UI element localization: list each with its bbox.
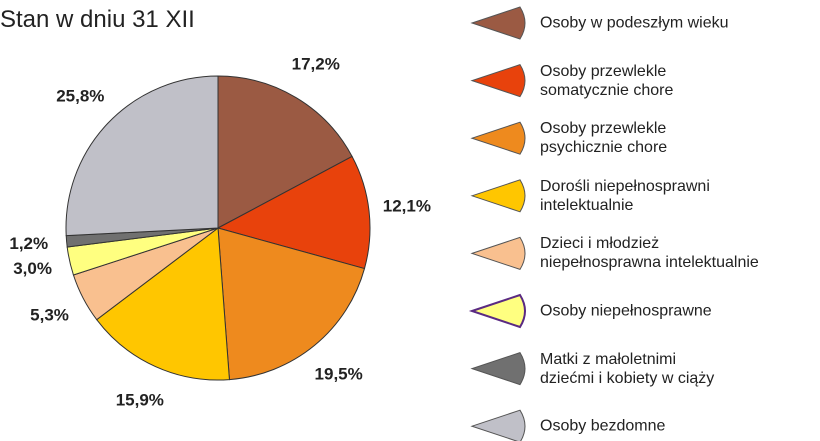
legend-label: Osoby bezdomne <box>540 417 666 435</box>
legend-swatch <box>470 6 526 40</box>
legend-label: Osoby przewlekle psychicznie chore <box>540 120 668 157</box>
legend-label: Dzieci i młodzież niepełnosprawna intele… <box>540 235 759 272</box>
data-label: 17,2% <box>292 55 340 74</box>
pie-slice <box>216 155 371 270</box>
legend-swatch <box>470 64 526 98</box>
legend-label: Osoby przewlekle somatycznie chore <box>540 62 674 99</box>
pie-slice <box>217 75 353 229</box>
legend-swatch <box>470 236 526 270</box>
legend-label: Dorośli niepełnosprawni intelektualnie <box>540 177 710 214</box>
legend-swatch <box>470 409 526 441</box>
data-label: 3,0% <box>13 259 52 278</box>
data-label: 19,5% <box>315 364 363 383</box>
chart-title: Stan w dniu 31 XII <box>0 6 195 33</box>
data-label: 15,9% <box>116 391 164 410</box>
legend-swatch <box>470 121 526 155</box>
pie-slice <box>217 227 366 381</box>
data-label: 25,8% <box>56 87 104 106</box>
data-label: 5,3% <box>30 305 69 324</box>
legend-swatch <box>470 352 526 386</box>
legend-label: Matki z małoletnimi dziećmi i kobiety w … <box>540 350 715 387</box>
pie-slice <box>65 75 219 237</box>
legend-swatch <box>470 179 526 213</box>
legend-swatch <box>468 293 526 329</box>
data-label: 1,2% <box>9 234 48 253</box>
pie-slice <box>96 227 230 381</box>
data-label: 12,1% <box>383 197 431 216</box>
legend-label: Osoby niepełnosprawne <box>540 302 712 320</box>
legend-label: Osoby w podeszłym wieku <box>540 14 729 32</box>
